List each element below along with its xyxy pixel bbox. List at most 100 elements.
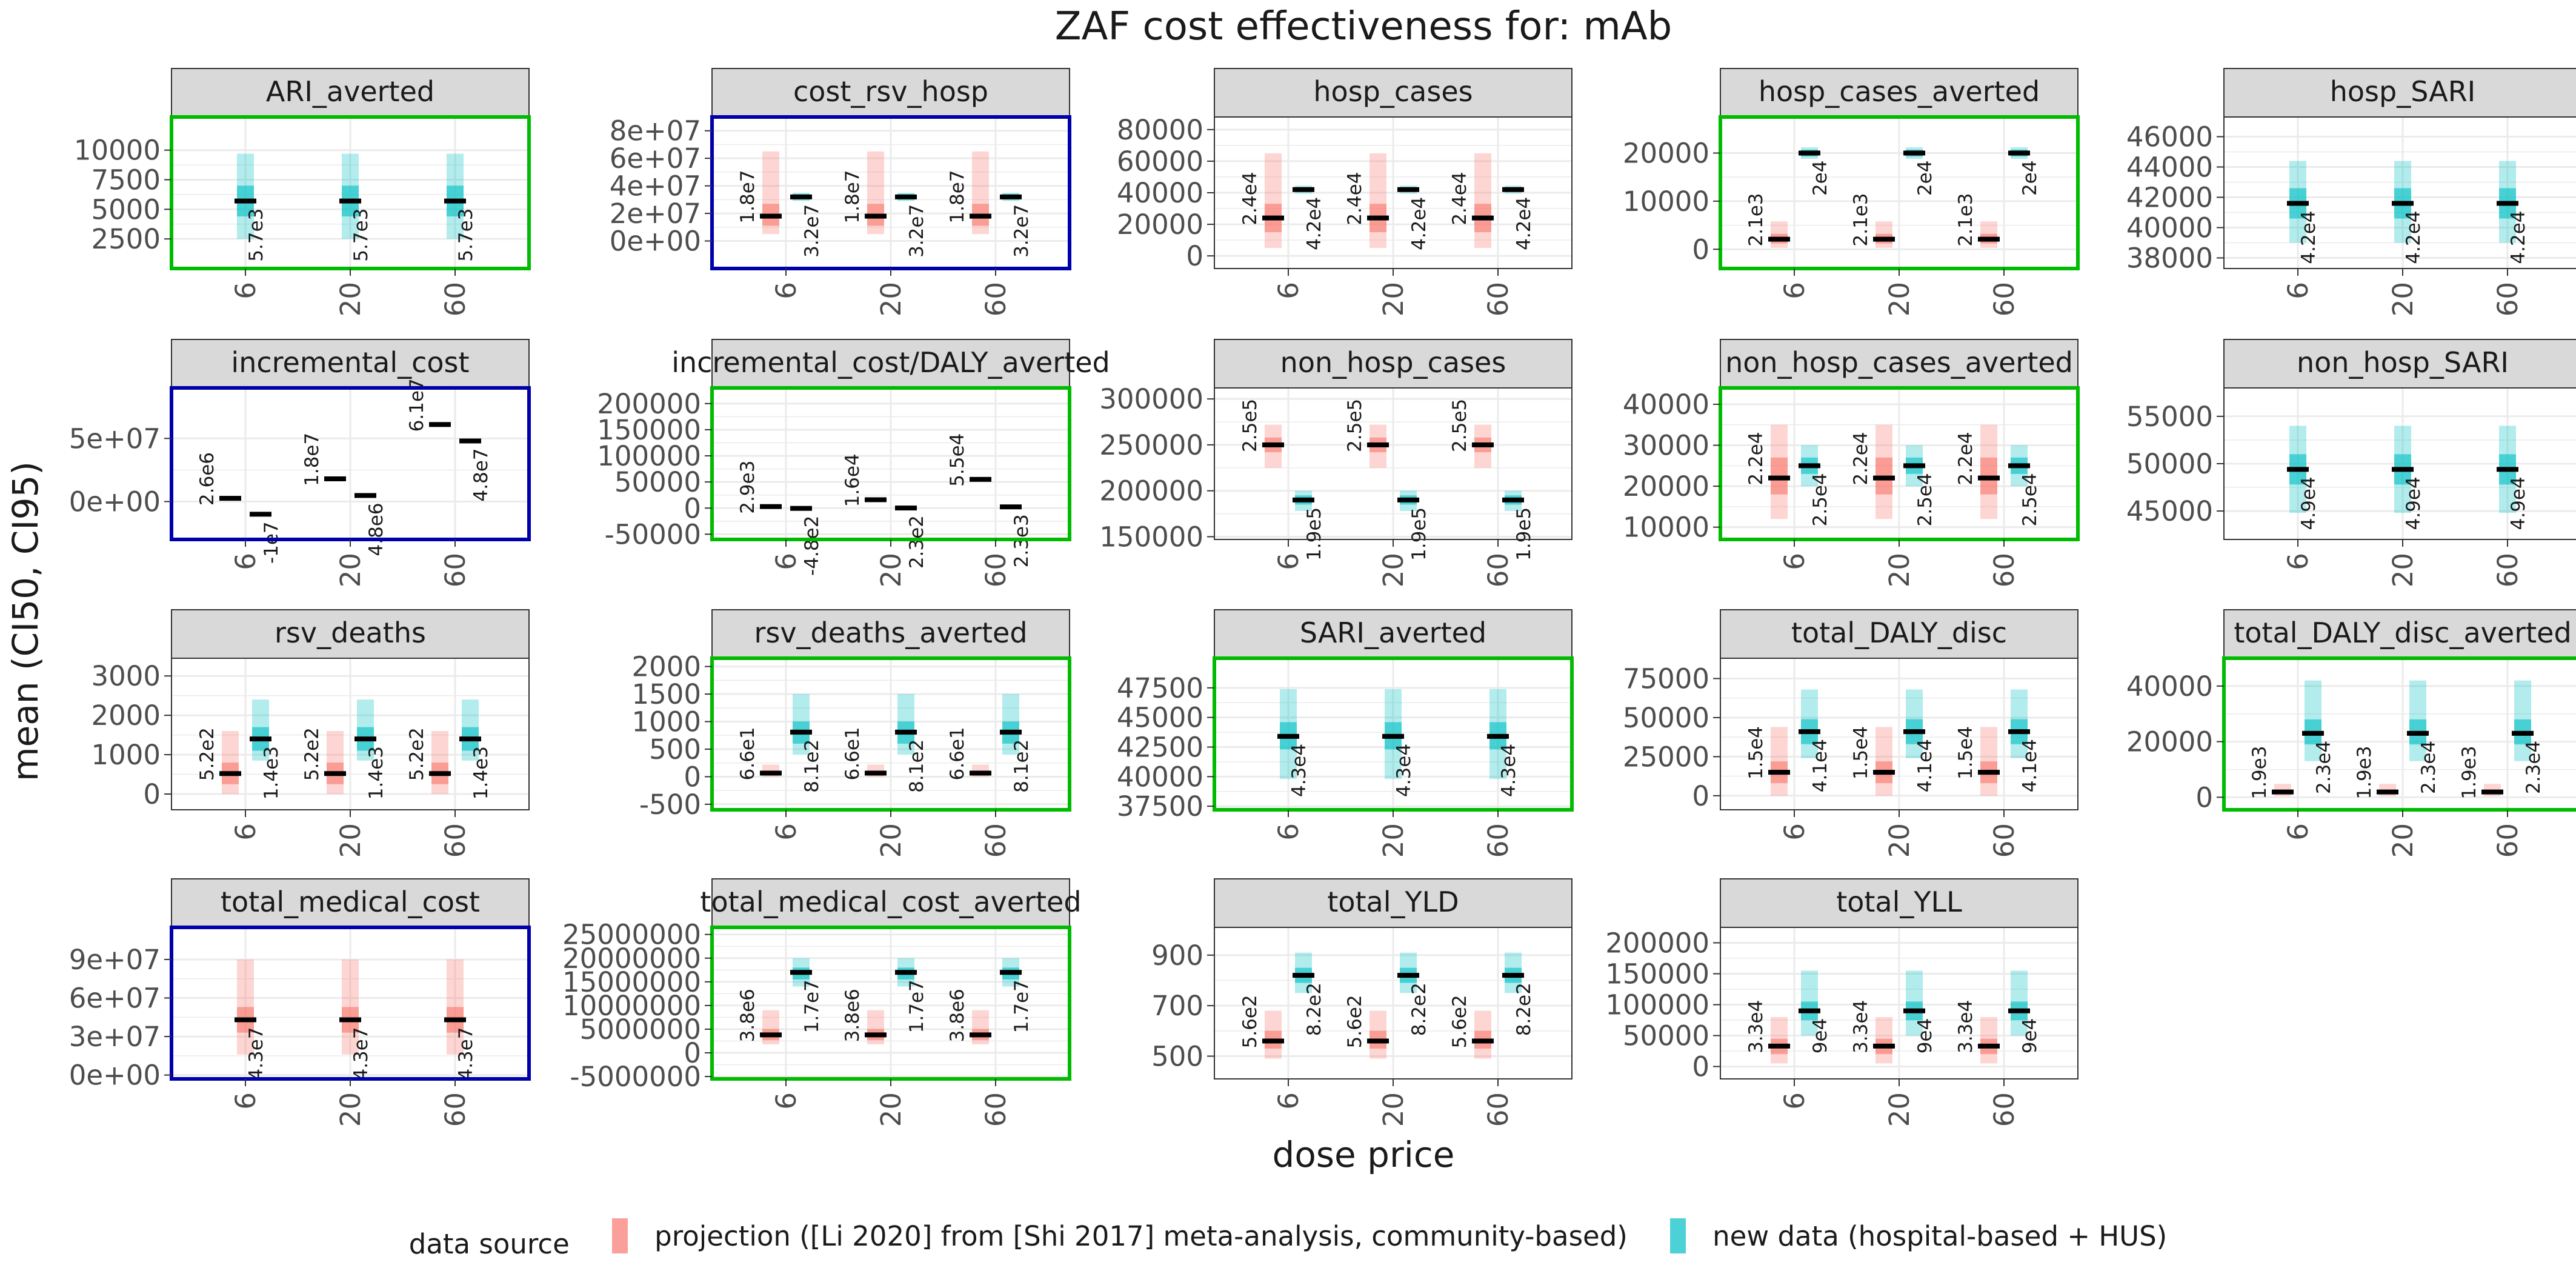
x-tick-label: 60 (439, 282, 471, 316)
y-tick-label: 4e+07 (610, 170, 701, 202)
y-tick-label: 25000 (1623, 741, 1709, 773)
x-tick-label: 6 (770, 823, 802, 841)
value-label: 4.8e6 (365, 503, 387, 556)
x-tick-label: 6 (230, 823, 262, 841)
x-tick-label: 6 (230, 282, 262, 299)
value-label: 5.5e4 (947, 433, 968, 487)
facet-strip (171, 339, 530, 389)
x-tick-label: 20 (2387, 282, 2419, 316)
value-label: 8.1e2 (801, 739, 823, 793)
facet-strip-label: incremental_cost (231, 346, 469, 379)
value-label: 2.2e4 (1955, 432, 1977, 486)
facet-strip-label: incremental_cost/DALY_averted (671, 346, 1110, 379)
value-label: 4.1e4 (1809, 739, 1831, 792)
x-tick-label: 20 (2387, 823, 2419, 858)
legend-swatch-projection (612, 1218, 628, 1253)
value-label: 5.2e2 (301, 727, 323, 781)
facet-strip (2223, 68, 2576, 118)
value-label: 4.2e4 (1513, 197, 1535, 250)
y-tick-label: 38000 (2126, 242, 2213, 275)
y-tick-label: 900 (1151, 939, 1203, 972)
legend-title: data source (408, 1228, 570, 1260)
x-tick-label: 20 (334, 553, 367, 587)
y-tick-label: 80000 (1117, 114, 1203, 146)
facet-strip-label: non_hosp_SARI (2297, 346, 2509, 379)
value-label: 1.4e3 (470, 746, 492, 799)
facet-strip-label: cost_rsv_hosp (793, 75, 988, 108)
facet-strip-label: hosp_SARI (2330, 75, 2476, 108)
y-tick-label: 37500 (1117, 790, 1203, 823)
facet-hosp-cases-averted: hosp_cases_averted 2.1e3 2.1e3 2.1e3 2e4 2e4 2… (1623, 68, 2080, 316)
y-tick-label: 0e+00 (69, 486, 161, 518)
y-axis-title: mean (CI50, CI95) (5, 461, 46, 781)
value-label: 9e4 (2019, 1018, 2041, 1054)
value-label: 5.6e2 (1344, 995, 1366, 1048)
facet-strip (1720, 609, 2078, 659)
facet-non-hosp-sari: non_hosp_SARI 4.9e4 4.9e4 4.9e4 45000 50000 55… (2126, 339, 2576, 587)
x-tick-label: 20 (875, 1092, 907, 1127)
y-tick-label: 20000 (2126, 726, 2213, 758)
value-label: 4.8e7 (470, 449, 492, 502)
value-label: 1.8e7 (947, 170, 968, 224)
x-tick-label: 6 (1273, 553, 1305, 570)
facet-strip-label: total_DALY_disc (1791, 616, 2007, 649)
ci95-bar (1265, 153, 1282, 249)
value-label: 4.2e4 (2298, 211, 2320, 264)
x-tick-label: 20 (1883, 553, 1915, 587)
x-tick-label: 6 (1273, 282, 1305, 299)
y-tick-label: 40000 (2126, 212, 2213, 244)
y-tick-label: 47500 (1117, 672, 1203, 704)
facet-strip-label: ARI_averted (266, 75, 434, 108)
value-label: 4.3e7 (455, 1027, 477, 1081)
x-tick-label: 60 (439, 553, 471, 587)
y-tick-label: 50000 (2126, 448, 2213, 480)
y-tick-label: 700 (1151, 990, 1203, 1022)
y-tick-label: 7500 (91, 164, 161, 196)
facet-strip-label: non_hosp_cases_averted (1725, 346, 2073, 379)
facet-strip-label: total_medical_cost (221, 886, 480, 918)
value-label: 2e4 (1809, 161, 1831, 196)
value-label: 5.7e3 (245, 209, 267, 262)
value-label: 2.3e4 (2418, 741, 2440, 794)
facet-strip (1720, 878, 2078, 928)
x-tick-label: 6 (2282, 823, 2314, 841)
y-tick-label: 500 (649, 733, 701, 766)
x-tick-label: 6 (1779, 553, 1811, 570)
facet-strip-label: hosp_cases (1313, 75, 1473, 108)
facet-total-medical-cost: total_medical_cost 4.3e7 4.3e7 4.3e7 0e+00 3e… (69, 878, 531, 1127)
value-label: 4.1e4 (1914, 739, 1936, 792)
ci95-bar (1474, 153, 1491, 249)
value-label: 5.7e3 (350, 209, 372, 262)
value-label: 1.6e4 (842, 453, 864, 507)
x-tick-label: 6 (1273, 823, 1305, 841)
facet-strip (1214, 609, 1573, 659)
value-label: -4.8e2 (801, 516, 823, 576)
x-tick-label: 20 (2387, 553, 2419, 587)
y-tick-label: 45000 (2126, 495, 2213, 527)
y-tick-label: 200000 (1099, 475, 1203, 507)
x-tick-label: 6 (770, 553, 802, 570)
x-tick-label: 60 (1988, 1092, 2020, 1127)
value-label: 8.2e2 (1303, 983, 1325, 1036)
y-tick-label: 100000 (1605, 989, 1709, 1021)
value-label: 4.3e4 (1498, 744, 1520, 797)
y-tick-label: 25000000 (562, 919, 701, 951)
x-tick-label: 6 (770, 1092, 802, 1110)
x-tick-label: 60 (1988, 282, 2020, 316)
value-label: 4.9e4 (2298, 476, 2320, 530)
y-tick-label: 20000000 (562, 943, 701, 975)
facet-strip-label: non_hosp_cases (1280, 346, 1506, 379)
y-tick-label: 10000000 (562, 990, 701, 1022)
y-tick-label: 9e+07 (69, 944, 161, 976)
value-label: 1.9e5 (1513, 507, 1535, 561)
value-label: 4.9e4 (2403, 476, 2425, 530)
legend-item-projection: projection ([Li 2020] from [Shi 2017] me… (612, 1218, 1628, 1253)
value-label: 1.7e7 (906, 979, 928, 1033)
value-label: 6.6e1 (947, 727, 968, 780)
x-tick-label: 60 (1482, 823, 1514, 858)
facet-strip (171, 68, 530, 118)
facet-strip-label: total_YLL (1836, 886, 1962, 918)
x-tick-label: 60 (2492, 553, 2524, 587)
